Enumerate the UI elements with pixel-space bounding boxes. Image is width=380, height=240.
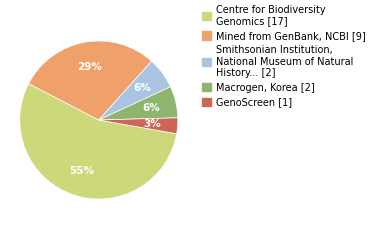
Wedge shape (20, 84, 177, 199)
Text: 3%: 3% (144, 119, 161, 129)
Text: 6%: 6% (133, 83, 151, 93)
Text: 55%: 55% (69, 166, 94, 176)
Legend: Centre for Biodiversity
Genomics [17], Mined from GenBank, NCBI [9], Smithsonian: Centre for Biodiversity Genomics [17], M… (203, 5, 366, 107)
Wedge shape (99, 118, 178, 134)
Text: 29%: 29% (77, 62, 101, 72)
Text: 6%: 6% (142, 103, 160, 113)
Wedge shape (99, 61, 171, 120)
Wedge shape (99, 87, 178, 120)
Wedge shape (28, 41, 152, 120)
